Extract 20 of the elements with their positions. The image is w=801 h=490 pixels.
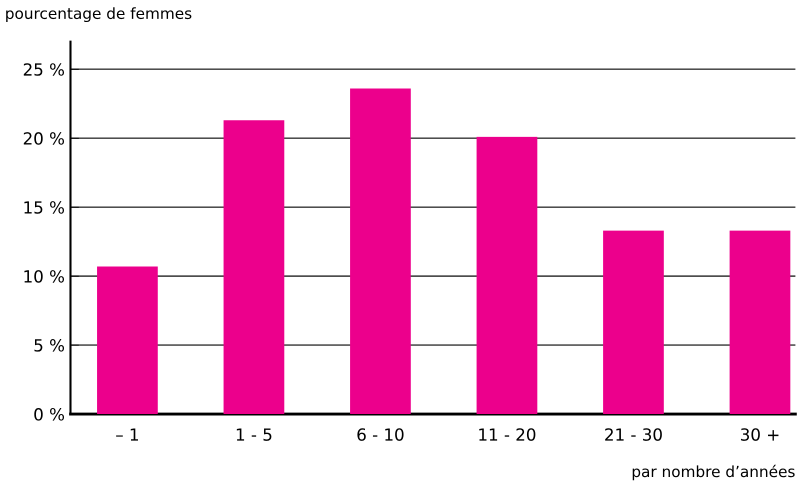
y-tick-label: 15 % <box>24 201 64 214</box>
y-tick-label: 20 % <box>24 132 64 145</box>
x-tick-label: 21 - 30 <box>605 428 662 441</box>
x-tick-label: – 1 <box>116 428 138 441</box>
x-axis-title: par nombre d’années <box>632 464 795 480</box>
y-tick-label: 5 % <box>34 339 64 352</box>
bar <box>603 230 664 414</box>
bar <box>224 120 284 414</box>
x-tick-label: 30 + <box>741 428 778 441</box>
bar <box>97 266 158 414</box>
y-axis-title: pourcentage de femmes <box>6 7 192 22</box>
bar <box>350 88 411 414</box>
y-tick-label: 0 % <box>34 408 64 421</box>
bar <box>730 230 790 414</box>
x-tick-label: 1 - 5 <box>236 428 272 441</box>
x-tick-label: 6 - 10 <box>357 428 404 441</box>
y-tick-label: 25 % <box>24 63 64 76</box>
y-tick-label: 10 % <box>24 270 64 283</box>
bar <box>476 136 538 414</box>
x-tick-label: 11 - 20 <box>479 428 536 441</box>
